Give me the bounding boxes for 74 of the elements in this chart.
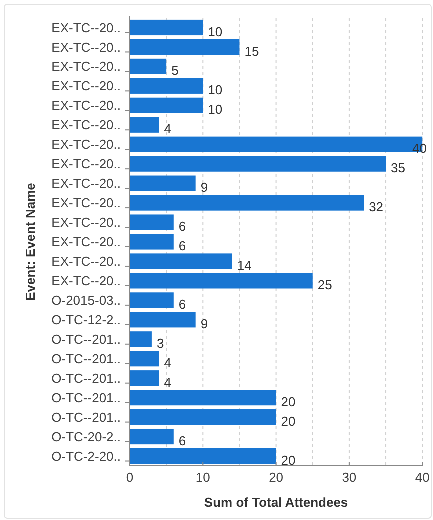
bar xyxy=(130,58,167,74)
bar xyxy=(130,234,174,250)
y-tick-label: EX-TC--20.. xyxy=(52,156,121,172)
y-tick-label: EX-TC--20.. xyxy=(52,78,121,94)
bar xyxy=(130,448,276,464)
y-tick-label: EX-TC--20.. xyxy=(52,137,121,152)
y-tick-label: EX-TC--20.. xyxy=(52,40,121,55)
y-tick-label: O-2015-03.. xyxy=(52,292,121,308)
bar xyxy=(130,332,152,348)
data-label: 35 xyxy=(391,160,406,176)
bar xyxy=(130,156,386,172)
bar xyxy=(130,39,240,56)
bar xyxy=(130,195,364,211)
y-tick-label: O-TC-2-20.. xyxy=(52,448,121,464)
data-label: 4 xyxy=(164,355,172,370)
bar xyxy=(130,292,174,308)
y-tick-label: O-TC-20-2.. xyxy=(52,429,121,444)
y-tick-label: O-TC-12-2.. xyxy=(52,312,121,328)
y-tick-label: O-TC--201.. xyxy=(52,410,121,425)
data-label: 6 xyxy=(178,219,186,234)
y-tick-label: O-TC--201.. xyxy=(52,332,121,347)
data-label: 20 xyxy=(281,414,296,429)
bar xyxy=(130,117,160,133)
y-tick-label: EX-TC--20.. xyxy=(52,98,121,114)
y-tick-label: O-TC--201.. xyxy=(52,390,121,406)
x-tick-label: 30 xyxy=(342,470,357,485)
y-axis-title: Event: Event Name xyxy=(23,183,38,301)
bar xyxy=(130,351,160,367)
y-tick-label: EX-TC--20.. xyxy=(52,234,121,250)
bar xyxy=(130,370,160,386)
bar xyxy=(130,214,174,230)
data-label: 14 xyxy=(237,258,252,274)
bar xyxy=(130,410,276,426)
data-label: 6 xyxy=(178,238,186,254)
y-tick-label: EX-TC--20.. xyxy=(52,274,121,289)
data-label: 9 xyxy=(200,316,208,332)
data-label: 4 xyxy=(164,122,172,137)
y-tick-label: EX-TC--20.. xyxy=(52,20,121,36)
bar xyxy=(130,254,232,270)
data-label: 10 xyxy=(208,82,223,98)
data-label: 9 xyxy=(200,180,208,196)
data-label: 6 xyxy=(178,296,186,312)
bar xyxy=(130,312,196,328)
bar xyxy=(130,428,174,445)
data-label: 15 xyxy=(244,44,260,59)
y-tick-label: EX-TC--20.. xyxy=(52,176,121,192)
bar xyxy=(130,98,204,114)
data-label: 20 xyxy=(281,394,296,410)
x-tick-label: 10 xyxy=(196,470,210,485)
bar xyxy=(130,390,276,406)
data-label: 20 xyxy=(281,452,296,468)
y-tick-label: O-TC--201.. xyxy=(52,351,121,366)
bar xyxy=(130,78,204,94)
y-tick-label: EX-TC--20.. xyxy=(52,118,121,133)
data-label: 6 xyxy=(178,433,186,448)
data-label: 3 xyxy=(156,336,164,351)
x-axis-title: Sum of Total Attendees xyxy=(204,495,348,510)
y-tick-label: EX-TC--20.. xyxy=(52,215,121,230)
data-label: 32 xyxy=(369,200,384,215)
data-label: 10 xyxy=(208,102,223,118)
data-label: 4 xyxy=(164,374,172,390)
bar xyxy=(130,273,313,289)
y-tick-label: EX-TC--20.. xyxy=(52,254,121,270)
data-label: 10 xyxy=(208,24,223,40)
data-label: 5 xyxy=(172,63,179,78)
x-tick-label: 0 xyxy=(126,470,134,485)
y-tick-label: O-TC--201.. xyxy=(52,370,121,386)
y-tick-label: EX-TC--20.. xyxy=(52,196,121,211)
x-tick-label: 40 xyxy=(415,470,430,485)
y-tick-label: EX-TC--20.. xyxy=(52,59,121,74)
x-tick-label: 20 xyxy=(269,470,284,485)
bar xyxy=(130,176,196,192)
bar xyxy=(130,20,204,36)
data-label: 25 xyxy=(318,278,332,293)
